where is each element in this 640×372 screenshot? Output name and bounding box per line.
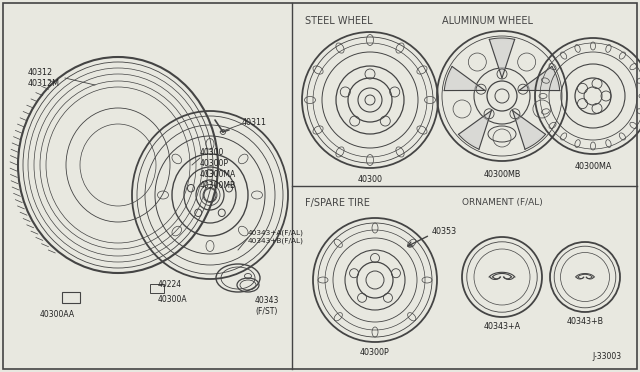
Text: 40300AA: 40300AA (40, 310, 75, 319)
Polygon shape (444, 67, 485, 90)
Text: 40224: 40224 (158, 280, 182, 289)
Text: 40300: 40300 (358, 175, 383, 184)
Polygon shape (519, 67, 560, 90)
Text: 40300MB: 40300MB (483, 170, 521, 179)
Text: 40343+B: 40343+B (566, 317, 604, 326)
Text: 40300MA: 40300MA (574, 162, 612, 171)
Text: ALUMINUM WHEEL: ALUMINUM WHEEL (442, 16, 533, 26)
Polygon shape (513, 110, 545, 149)
Text: STEEL WHEEL: STEEL WHEEL (305, 16, 372, 26)
Text: 40343+A: 40343+A (483, 322, 520, 331)
Polygon shape (458, 110, 492, 149)
Text: 40312
40312M: 40312 40312M (28, 68, 60, 88)
Polygon shape (490, 39, 515, 78)
Text: 40343
(F/ST): 40343 (F/ST) (255, 296, 280, 316)
Text: 40300A: 40300A (158, 295, 188, 304)
Text: F/SPARE TIRE: F/SPARE TIRE (305, 198, 370, 208)
Bar (150, 284, 164, 293)
Text: 40300P: 40300P (360, 348, 390, 357)
Text: 40300
40300P
40300MA
40300MB: 40300 40300P 40300MA 40300MB (200, 148, 236, 190)
Text: 40343+A(F/AL)
40343+B(F/AL): 40343+A(F/AL) 40343+B(F/AL) (248, 230, 304, 244)
Bar (62, 292, 80, 303)
Text: J-33003: J-33003 (593, 352, 622, 361)
Text: ORNAMENT (F/AL): ORNAMENT (F/AL) (462, 198, 543, 207)
Text: 40353: 40353 (432, 228, 457, 237)
Text: 40311: 40311 (242, 118, 267, 127)
